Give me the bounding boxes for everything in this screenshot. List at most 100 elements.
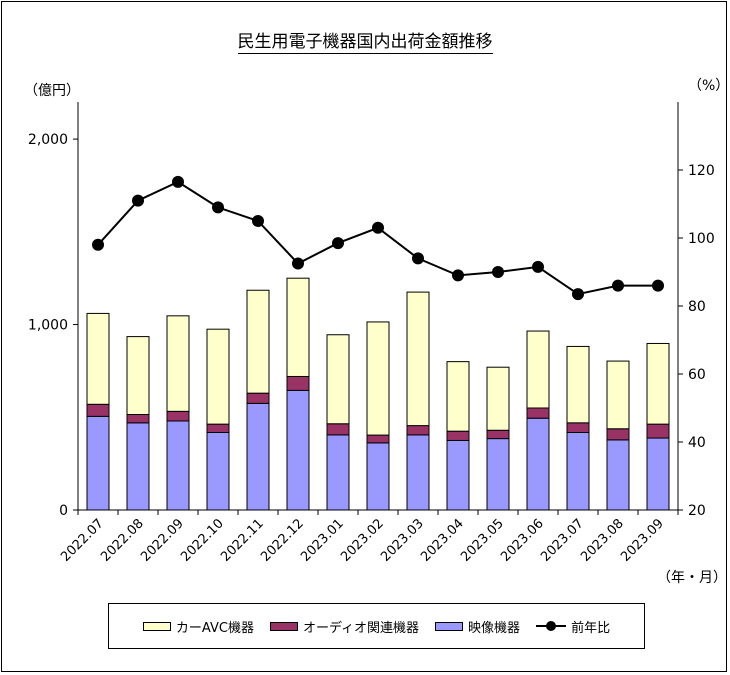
bar-オーディオ関連機器 <box>646 423 670 439</box>
bar-映像機器 <box>206 431 230 511</box>
point-yoy <box>652 279 664 292</box>
bar-オーディオ関連機器 <box>606 428 630 441</box>
bar-映像機器 <box>526 417 550 511</box>
left-tick-label: 0 <box>59 503 68 519</box>
bar-カーAVC機器 <box>246 289 270 394</box>
legend-item-car-avc: カーAVC機器 <box>142 617 254 636</box>
bar-映像機器 <box>126 422 150 511</box>
legend-swatch-yoy <box>536 621 567 631</box>
bar-オーディオ関連機器 <box>286 375 310 391</box>
bar-オーディオ関連機器 <box>366 434 390 444</box>
bar-映像機器 <box>286 389 310 511</box>
legend-swatch-video <box>435 621 464 631</box>
bar-映像機器 <box>406 434 430 511</box>
x-tick-label: 2023.02 <box>338 516 387 565</box>
bar-映像機器 <box>86 415 110 511</box>
point-yoy <box>532 260 544 273</box>
bar-カーAVC機器 <box>646 342 670 425</box>
legend-label-audio: オーディオ関連機器 <box>302 620 420 636</box>
chart-title: 民生用電子機器国内出荷金額推移 <box>237 32 493 54</box>
bar-カーAVC機器 <box>86 312 110 405</box>
legend-item-video: 映像機器 <box>435 617 520 636</box>
x-tick-label: 2023.09 <box>618 516 667 565</box>
bar-映像機器 <box>166 420 190 511</box>
legend-item-audio: オーディオ関連機器 <box>269 617 420 636</box>
bar-カーAVC機器 <box>566 345 590 424</box>
right-axis-unit: （%） <box>688 78 730 94</box>
bar-映像機器 <box>246 402 270 511</box>
bar-カーAVC機器 <box>486 366 510 431</box>
bar-カーAVC機器 <box>526 330 550 409</box>
bar-オーディオ関連機器 <box>446 430 470 441</box>
point-yoy <box>172 175 184 188</box>
bar-カーAVC機器 <box>406 291 430 427</box>
x-tick-label: 2023.06 <box>498 516 547 565</box>
bar-カーAVC機器 <box>206 328 230 425</box>
bar-カーAVC機器 <box>606 360 630 430</box>
point-yoy <box>92 238 104 251</box>
x-axis-unit: （年・月） <box>657 570 727 586</box>
right-tick-label: 120 <box>688 163 715 179</box>
bar-カーAVC機器 <box>286 277 310 377</box>
x-tick-label: 2023.04 <box>418 516 467 565</box>
point-yoy <box>212 201 224 214</box>
point-yoy <box>452 269 464 282</box>
plot-area: 01,0002,000204060801001202022.072022.082… <box>28 102 715 565</box>
bar-映像機器 <box>366 442 390 511</box>
bar-オーディオ関連機器 <box>566 422 590 433</box>
x-tick-label: 2022.10 <box>178 516 227 565</box>
line-yoy <box>97 180 658 296</box>
bar-カーAVC機器 <box>366 321 390 436</box>
legend-label-car-avc: カーAVC機器 <box>175 620 254 636</box>
right-tick-label: 100 <box>688 231 715 247</box>
bar-オーディオ関連機器 <box>206 423 230 433</box>
point-yoy <box>492 266 504 278</box>
bar-オーディオ関連機器 <box>526 407 550 419</box>
legend-swatch-car-avc <box>142 621 171 631</box>
legend-swatch-audio <box>269 621 298 631</box>
bar-オーディオ関連機器 <box>406 425 430 436</box>
bar-映像機器 <box>606 439 630 511</box>
x-tick-label: 2022.07 <box>58 516 107 565</box>
point-yoy <box>132 194 144 207</box>
x-tick-label: 2022.12 <box>258 516 307 565</box>
x-tick-label: 2023.08 <box>578 516 627 565</box>
left-tick-label: 2,000 <box>28 132 68 148</box>
right-tick-label: 40 <box>688 435 706 451</box>
legend-item-yoy: 前年比 <box>536 617 610 636</box>
right-tick-label: 60 <box>688 367 706 383</box>
bar-オーディオ関連機器 <box>326 423 350 436</box>
x-tick-label: 2023.07 <box>538 516 587 565</box>
x-tick-label: 2022.11 <box>218 516 267 565</box>
point-yoy <box>372 221 384 234</box>
bar-カーAVC機器 <box>166 315 190 412</box>
point-yoy <box>412 252 424 265</box>
left-tick-label: 1,000 <box>28 318 68 334</box>
point-yoy <box>252 215 264 227</box>
bar-オーディオ関連機器 <box>126 413 150 424</box>
right-tick-label: 80 <box>688 299 706 315</box>
bar-カーAVC機器 <box>326 334 350 425</box>
point-yoy <box>292 257 304 270</box>
bar-オーディオ関連機器 <box>86 403 110 417</box>
bar-オーディオ関連機器 <box>246 392 270 404</box>
right-tick-label: 20 <box>688 503 706 519</box>
x-tick-label: 2022.08 <box>98 516 147 565</box>
x-tick-label: 2023.01 <box>298 516 347 565</box>
bar-映像機器 <box>486 438 510 511</box>
x-tick-label: 2022.09 <box>138 516 187 565</box>
point-yoy <box>332 237 344 250</box>
x-tick-label: 2023.03 <box>378 516 427 565</box>
legend: カーAVC機器 オーディオ関連機器 映像機器 前年比 <box>108 603 645 649</box>
bar-カーAVC機器 <box>126 336 150 415</box>
left-axis-unit: （億円） <box>24 83 80 99</box>
point-yoy <box>572 288 584 301</box>
point-yoy <box>612 279 624 292</box>
bar-オーディオ関連機器 <box>166 410 190 422</box>
bar-映像機器 <box>326 434 350 511</box>
bar-オーディオ関連機器 <box>486 429 510 440</box>
legend-label-video: 映像機器 <box>468 620 521 636</box>
bar-映像機器 <box>566 431 590 511</box>
x-tick-label: 2023.05 <box>458 516 507 565</box>
